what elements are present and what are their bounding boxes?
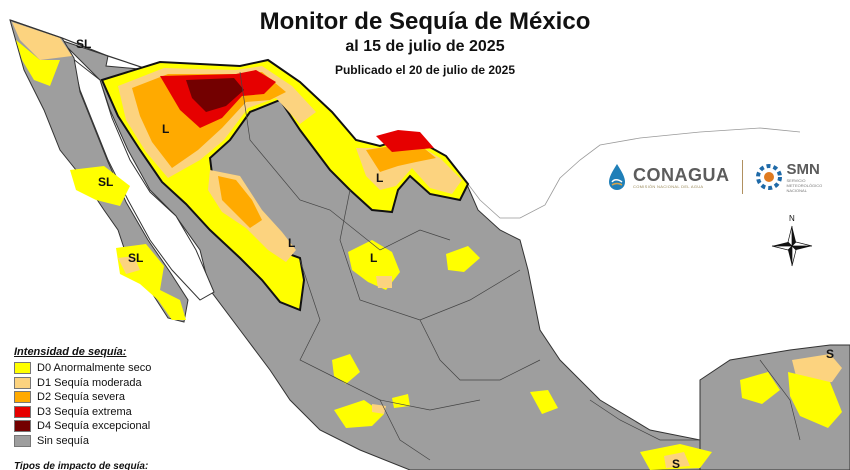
north-label: N [789,214,795,223]
agency-logos: CONAGUA COMISIÓN NACIONAL DEL AGUA SMN S… [606,154,846,200]
north-arrow: N [771,214,813,267]
d1-south [664,452,690,468]
label-l-chihuahua: L [162,122,169,136]
drought-legend: Intensidad de sequía: D0 Anormalmente se… [14,346,204,448]
impact-types-title: Tipos de impacto de sequía: [14,461,149,470]
d0-michoacan [334,400,384,428]
legend-item-none: Sin sequía [14,434,204,449]
d1-zacatecas [376,276,392,288]
legend-item-d2: D2 Sequía severa [14,390,204,405]
d2-sinaloa [218,176,262,228]
d1-baja-south [118,256,140,274]
d0-nuevo-leon [446,246,480,272]
d0-yucatan-east [788,372,842,428]
legend-swatch-d3 [14,405,31,418]
d0-yucatan-west [740,372,780,404]
date-subtitle: al 15 de julio de 2025 [345,38,505,55]
legend-label-d0: D0 Anormalmente seco [37,362,152,375]
legend-label-d4: D4 Sequía excepcional [37,420,151,433]
smn-logo: SMN SERVICIO METEOROLÓGICO NACIONAL [755,160,823,193]
label-l-sinaloa: L [288,236,295,250]
legend-title: Intensidad de sequía: [14,346,127,358]
label-l-zacatecas: L [370,251,377,265]
legend-swatch-none [14,434,31,447]
d0-veracruz [530,390,558,414]
smn-subtitle-2: METEOROLÓGICO [786,182,823,188]
conagua-name: CONAGUA [633,164,730,185]
d3-tamaulipas [376,130,434,152]
conagua-logo: CONAGUA COMISIÓN NACIONAL DEL AGUA [606,162,730,192]
label-sl-baja-mid: SL [98,175,113,189]
legend-swatch-d4 [14,420,31,433]
legend-item-d4: D4 Sequía excepcional [14,419,204,434]
smn-name: SMN [786,160,820,178]
d4-north [186,78,244,112]
gear-icon [755,164,782,190]
legend-label-none: Sin sequía [37,434,89,447]
published-date: Publicado el 20 de julio de 2025 [334,63,516,77]
d1-baja-north [12,22,72,60]
texas-coast [464,127,801,219]
label-l-tamaulipas: L [376,171,383,185]
legend-item-d0: D0 Anormalmente seco [14,361,204,376]
smn-subtitle-3: NACIONAL [786,187,807,193]
water-drop-icon [609,164,625,190]
gulf-of-mexico [520,0,850,340]
gulf-of-california [71,56,215,301]
legend-swatch-d1 [14,376,31,389]
d0-jalisco [332,354,360,384]
logo-divider [741,160,743,194]
legend-swatch-d0 [14,362,31,375]
legend-label-d3: D3 Sequía extrema [37,405,132,418]
legend-item-d3: D3 Sequía extrema [14,405,204,420]
conagua-subtitle: COMISIÓN NACIONAL DEL AGUA [633,183,704,189]
d0-baja-north [16,40,60,86]
label-yucatan: S [826,347,834,361]
legend-swatch-d2 [14,391,31,404]
d0-baja-mid [70,166,130,206]
label-sl-baja-north: SL [76,37,91,51]
d0-guerrero [392,394,410,408]
page-title: Monitor de Sequía de México [259,8,591,35]
state-borders [239,71,801,461]
d1-michoacan [372,404,386,414]
legend-label-d1: D1 Sequía moderada [37,376,142,389]
label-sl-baja-south: SL [128,251,143,265]
label-south: S [672,457,680,470]
legend-label-d2: D2 Sequía severa [37,391,126,404]
legend-item-d1: D1 Sequía moderada [14,376,204,391]
smn-subtitle-1: SERVICIO [786,177,806,183]
